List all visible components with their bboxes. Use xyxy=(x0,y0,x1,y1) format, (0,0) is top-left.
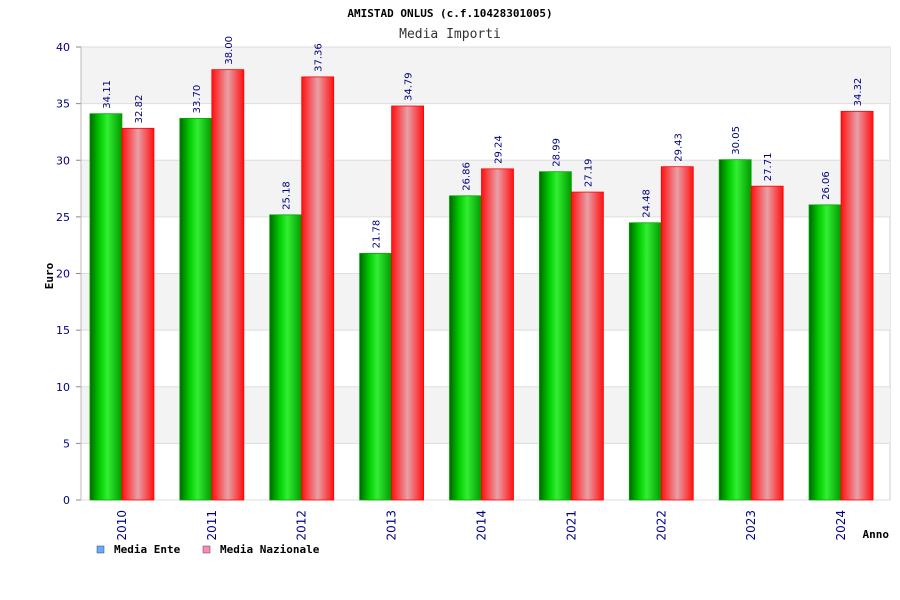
data-labels: 34.11 32.82 33.70 38.00 25.18 37.36 21.78 34.79… xyxy=(102,36,864,248)
x-tick-label-2012: 2012 xyxy=(295,510,309,541)
data-label-media-nazionale-2012: 37.36 xyxy=(314,43,325,72)
data-label-media-ente-2012: 25.18 xyxy=(282,181,293,210)
data-label-media-nazionale-2022: 29.43 xyxy=(673,133,684,162)
x-tick-label-2010: 2010 xyxy=(115,510,129,541)
y-tick-label: 30 xyxy=(56,154,70,167)
x-tick-label-2024: 2024 xyxy=(834,510,848,541)
x-tick-label-2023: 2023 xyxy=(744,510,758,541)
bar-media-nazionale-2010 xyxy=(121,127,155,501)
bar-media-ente-2012 xyxy=(269,214,303,501)
data-label-media-nazionale-2014: 29.24 xyxy=(494,135,505,164)
y-tick-label: 5 xyxy=(63,437,70,450)
x-tick-label-2013: 2013 xyxy=(385,510,399,541)
x-tick-label-2014: 2014 xyxy=(475,510,489,541)
data-label-media-nazionale-2024: 34.32 xyxy=(853,78,864,107)
data-label-media-ente-2022: 24.48 xyxy=(641,189,652,218)
x-axis-ticks: 2010 2011 2012 2013 2014 2021 2022 2023 2024 xyxy=(115,510,848,541)
bar-media-ente-2022 xyxy=(628,222,662,501)
chart-subtitle: Media Importi xyxy=(399,27,501,42)
data-label-media-nazionale-2021: 27.19 xyxy=(583,158,594,187)
bar-media-ente-2010 xyxy=(89,113,123,501)
data-label-media-ente-2011: 33.70 xyxy=(192,85,203,114)
y-tick-label: 0 xyxy=(63,494,70,507)
bar-media-nazionale-2023 xyxy=(750,185,784,501)
bar-media-ente-2024 xyxy=(808,204,842,501)
bar-media-ente-2013 xyxy=(359,252,393,501)
bar-media-nazionale-2021 xyxy=(570,191,604,501)
data-label-media-nazionale-2013: 34.79 xyxy=(404,72,415,101)
bar-media-nazionale-2011 xyxy=(211,69,245,501)
y-tick-label: 25 xyxy=(56,211,70,224)
y-tick-label: 15 xyxy=(56,324,70,337)
legend-label-media-ente: Media Ente xyxy=(114,543,181,556)
x-tick-label-2011: 2011 xyxy=(205,510,219,541)
data-label-media-nazionale-2010: 32.82 xyxy=(134,95,145,124)
legend-swatch-media-ente xyxy=(96,545,105,554)
bar-media-ente-2011 xyxy=(179,117,213,501)
bars xyxy=(89,69,874,501)
x-axis-label: Anno xyxy=(863,528,890,541)
bar-media-ente-2023 xyxy=(718,159,752,501)
bar-media-nazionale-2013 xyxy=(391,105,425,501)
data-label-media-ente-2024: 26.06 xyxy=(821,171,832,200)
y-tick-label: 20 xyxy=(56,268,70,281)
data-label-media-ente-2013: 21.78 xyxy=(372,220,383,249)
y-tick-label: 35 xyxy=(56,98,70,111)
legend-label-media-nazionale: Media Nazionale xyxy=(220,543,320,556)
y-axis-ticks: 0 5 10 15 20 25 30 35 40 xyxy=(56,41,82,507)
data-label-media-nazionale-2011: 38.00 xyxy=(224,36,235,65)
legend: Media Ente Media Nazionale xyxy=(96,543,320,556)
bar-media-nazionale-2022 xyxy=(660,166,694,501)
data-label-media-ente-2023: 30.05 xyxy=(731,126,742,155)
data-label-media-ente-2014: 26.86 xyxy=(462,162,473,191)
bar-media-nazionale-2024 xyxy=(840,110,874,501)
bar-media-ente-2014 xyxy=(449,195,482,501)
data-label-media-nazionale-2023: 27.71 xyxy=(763,153,774,182)
x-tick-label-2022: 2022 xyxy=(654,510,668,541)
y-axis-label: Euro xyxy=(43,262,56,289)
x-tick-label-2021: 2021 xyxy=(564,510,578,541)
data-label-media-ente-2010: 34.11 xyxy=(102,80,113,109)
chart-title: AMISTAD ONLUS (c.f.10428301005) xyxy=(347,7,552,20)
bar-media-nazionale-2012 xyxy=(301,76,335,501)
y-tick-label: 10 xyxy=(56,381,70,394)
legend-swatch-media-nazionale xyxy=(202,545,211,554)
data-label-media-ente-2021: 28.99 xyxy=(551,138,562,167)
y-tick-label: 40 xyxy=(56,41,70,54)
bar-media-ente-2021 xyxy=(538,171,572,501)
bar-media-nazionale-2014 xyxy=(481,168,514,501)
